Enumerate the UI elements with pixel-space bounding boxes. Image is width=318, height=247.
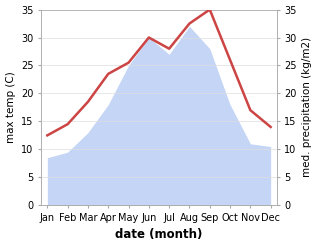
X-axis label: date (month): date (month) <box>115 228 203 242</box>
Y-axis label: med. precipitation (kg/m2): med. precipitation (kg/m2) <box>302 37 313 177</box>
Y-axis label: max temp (C): max temp (C) <box>5 72 16 143</box>
